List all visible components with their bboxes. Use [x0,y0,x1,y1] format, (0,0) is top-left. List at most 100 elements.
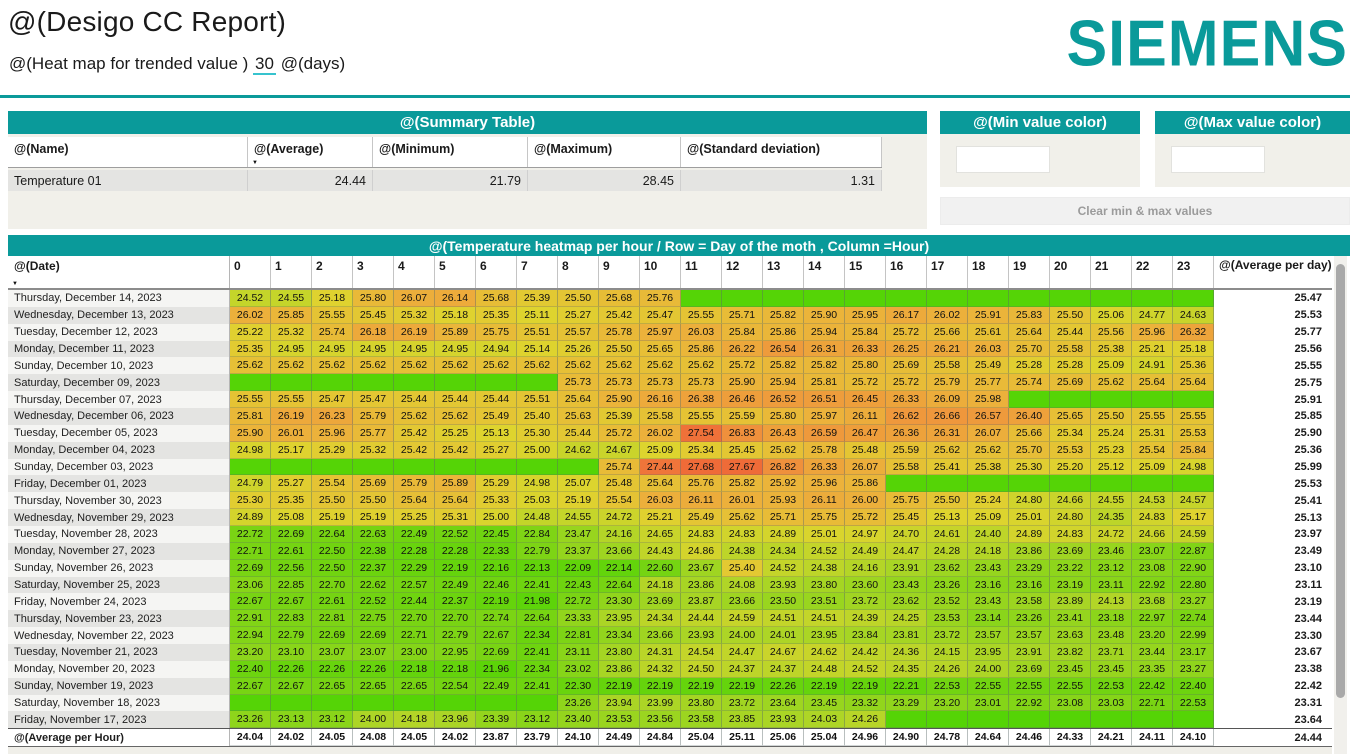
max-color-input[interactable] [1171,146,1265,173]
heatmap-cell: 25.78 [804,441,845,459]
hour-column-header[interactable]: 14 [804,256,845,288]
header-divider [0,95,1350,98]
average-per-hour-label: @(Average per Hour) [8,729,230,747]
heatmap-cell [435,694,476,712]
heatmap-cell: 25.58 [927,357,968,375]
heatmap-cell: 25.96 [804,475,845,493]
row-average-cell: 25.47 [1214,290,1332,307]
heatmap-cell: 23.48 [1091,627,1132,645]
heatmap-cell: 22.83 [271,610,312,628]
heatmap-cell: 23.72 [927,627,968,645]
heatmap-cell: 23.45 [1050,660,1091,678]
heatmap-cell: 24.47 [722,644,763,661]
heatmap-cell [927,711,968,729]
heatmap-cell: 26.03 [640,492,681,510]
heatmap-cell: 25.97 [804,408,845,425]
heatmap-cell: 23.95 [599,610,640,628]
heatmap-cell: 24.55 [271,290,312,307]
heatmap-cell [968,475,1009,493]
heatmap-cell: 22.61 [271,542,312,560]
heatmap-cell: 22.26 [353,660,394,678]
hour-column-header[interactable]: 20 [1050,256,1091,288]
hour-column-header[interactable]: 15 [845,256,886,288]
heatmap-cell: 25.79 [353,408,394,425]
row-average-cell: 23.64 [1214,711,1332,729]
hour-column-header[interactable]: 0 [230,256,271,288]
summary-col-average[interactable]: @(Average) ▼ [248,137,373,167]
heatmap-cell [722,290,763,307]
hour-column-header[interactable]: 18 [968,256,1009,288]
date-column-header[interactable]: @(Date) ▼ [8,256,230,288]
row-average-cell: 25.99 [1214,458,1332,476]
summary-col-name[interactable]: @(Name) [8,137,248,167]
hour-column-header[interactable]: 16 [886,256,927,288]
hour-column-header[interactable]: 9 [599,256,640,288]
hour-column-header[interactable]: 10 [640,256,681,288]
min-color-input[interactable] [956,146,1050,173]
hour-column-header[interactable]: 23 [1173,256,1214,288]
hour-column-header[interactable]: 2 [312,256,353,288]
hour-column-header[interactable]: 1 [271,256,312,288]
heatmap-cell: 25.55 [1132,408,1173,425]
heatmap-cell [927,475,968,493]
heatmap-cell: 24.83 [681,526,722,543]
hour-column-header[interactable]: 7 [517,256,558,288]
heatmap-cell: 25.24 [968,492,1009,510]
heatmap-cell: 26.02 [230,306,271,324]
summary-col-maximum[interactable]: @(Maximum) [528,137,681,167]
heatmap-cell: 24.95 [353,340,394,358]
summary-maximum-value: 28.45 [528,170,681,191]
hour-column-header[interactable]: 12 [722,256,763,288]
hour-column-header[interactable]: 19 [1009,256,1050,288]
heatmap-cell [1173,391,1214,409]
row-average-cell: 25.13 [1214,509,1332,527]
heatmap-cell [968,711,1009,729]
hour-column-header[interactable]: 8 [558,256,599,288]
heatmap-cell: 23.39 [476,711,517,729]
hour-column-header[interactable]: 3 [353,256,394,288]
heatmap-cell [353,458,394,476]
heatmap-cell: 25.00 [517,441,558,459]
heatmap-cell: 25.81 [804,374,845,392]
heatmap-cell: 22.64 [517,610,558,628]
hour-column-header[interactable]: 21 [1091,256,1132,288]
heatmap-cell: 24.15 [927,644,968,661]
summary-col-minimum[interactable]: @(Minimum) [373,137,528,167]
hour-column-header[interactable]: 17 [927,256,968,288]
hour-column-header[interactable]: 22 [1132,256,1173,288]
heatmap-cell: 24.50 [681,660,722,678]
heatmap-cell: 25.93 [763,492,804,510]
heatmap-cell: 23.91 [1009,644,1050,661]
heatmap-cell: 26.31 [804,340,845,358]
hour-column-header[interactable]: 11 [681,256,722,288]
heatmap-cell [1091,290,1132,307]
hour-column-header[interactable]: 4 [394,256,435,288]
heatmap-cell: 25.44 [1050,323,1091,341]
vertical-scrollbar-thumb[interactable] [1336,264,1345,698]
heatmap-cell: 22.67 [230,677,271,695]
summary-col-std-deviation[interactable]: @(Standard deviation) [681,137,882,167]
heatmap-cell: 25.39 [599,408,640,425]
hour-column-header[interactable]: 5 [435,256,476,288]
heatmap-cell [1173,290,1214,307]
heatmap-cell: 26.11 [681,492,722,510]
heatmap-cell: 25.44 [394,391,435,409]
heatmap-cell: 26.33 [804,458,845,476]
heatmap-cell: 25.61 [968,323,1009,341]
heatmap-cell: 25.45 [886,509,927,527]
date-cell: Sunday, December 10, 2023 [8,357,230,375]
days-parameter[interactable]: 30 [253,54,276,75]
hour-column-header[interactable]: 13 [763,256,804,288]
heatmap-cell: 25.72 [886,323,927,341]
hour-column-header[interactable]: 6 [476,256,517,288]
subtitle-suffix: @(days) [280,54,346,73]
summary-header-row: @(Name) @(Average) ▼ @(Minimum) @(Maximu… [8,137,882,168]
heatmap-cell [435,458,476,476]
heatmap-cell: 25.82 [722,475,763,493]
heatmap-cell: 23.43 [886,576,927,594]
clear-min-max-button[interactable]: Clear min & max values [940,197,1350,225]
heatmap-cell: 24.48 [804,660,845,678]
hour-average-cell: 24.05 [312,729,353,747]
heatmap-cell: 25.30 [1009,458,1050,476]
heatmap-cell: 26.52 [763,391,804,409]
